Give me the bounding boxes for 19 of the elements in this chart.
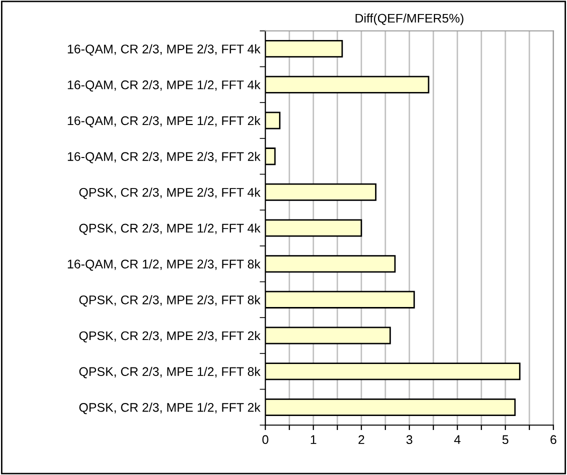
x-tick-label: 5: [502, 435, 508, 444]
y-tick-label: 16-QAM, CR 2/3, MPE 2/3, FFT 4k: [68, 44, 261, 56]
y-tick-label: QPSK, CR 2/3, MPE 1/2, FFT 8k: [79, 366, 261, 378]
chart-title: Diff(QEF/MFER5%): [356, 13, 464, 26]
x-tick-label: 1: [310, 435, 316, 444]
y-tick-label: QPSK, CR 2/3, MPE 2/3, FFT 4k: [79, 188, 261, 200]
x-tick-label: 4: [454, 435, 460, 444]
x-tick-label: 3: [406, 435, 412, 444]
x-tick-label: 2: [358, 435, 364, 444]
y-tick-label: 16-QAM, CR 2/3, MPE 2/3, FFT 2k: [68, 152, 261, 164]
y-tick-label: 16-QAM, CR 1/2, MPE 2/3, FFT 8k: [68, 259, 261, 271]
y-tick-label: QPSK, CR 2/3, MPE 1/2, FFT 2k: [79, 402, 261, 414]
y-tick-label: 16-QAM, CR 2/3, MPE 1/2, FFT 4k: [68, 80, 261, 92]
y-tick-label: QPSK, CR 2/3, MPE 2/3, FFT 8k: [79, 295, 261, 307]
y-tick-label: QPSK, CR 2/3, MPE 1/2, FFT 4k: [79, 223, 261, 235]
x-tick-label: 0: [262, 435, 268, 444]
x-tick-label: 6: [550, 435, 556, 444]
y-tick-label: QPSK, CR 2/3, MPE 2/3, FFT 2k: [79, 330, 261, 342]
y-tick-label: 16-QAM, CR 2/3, MPE 1/2, FFT 2k: [68, 116, 261, 128]
